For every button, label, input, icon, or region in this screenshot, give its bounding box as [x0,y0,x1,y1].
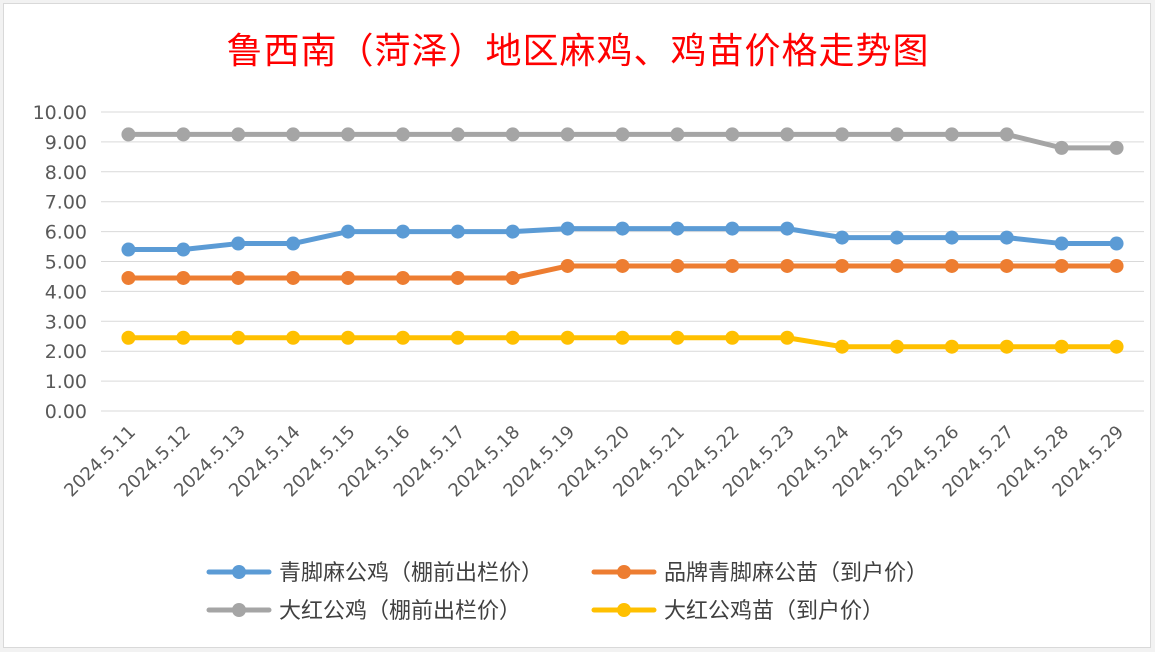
chart-area: 鲁西南（菏泽）地区麻鸡、鸡苗价格走势图 0.00 1.00 2.00 3.00 4.00… [3,3,1151,648]
data-point-s3 [670,127,685,142]
data-point-s3 [505,127,520,142]
y-tick-label: 10.00 [33,102,87,124]
legend-marker-2 [617,565,631,579]
y-tick-label: 4.00 [45,281,87,303]
y-tick-label: 8.00 [45,162,87,184]
y-tick-label: 5.00 [45,252,87,274]
data-point-s1 [944,230,959,245]
data-point-s1 [231,236,246,251]
data-point-s2 [341,270,356,285]
data-point-s3 [780,127,795,142]
data-point-s1 [341,224,356,239]
data-point-s2 [560,258,575,273]
data-point-s4 [231,330,246,345]
data-point-s2 [1109,258,1124,273]
data-point-s4 [944,339,959,354]
data-point-s4 [560,330,575,345]
data-point-s4 [615,330,630,345]
legend-label-2: 品牌青脚麻公苗（到户价） [664,561,928,586]
data-point-s4 [1054,339,1069,354]
data-point-s1 [670,221,685,236]
data-point-s1 [780,221,795,236]
data-point-s2 [1054,258,1069,273]
data-point-s1 [176,242,191,257]
data-point-s4 [395,330,410,345]
data-point-s2 [231,270,246,285]
data-point-s1 [835,230,850,245]
data-point-s4 [341,330,356,345]
data-point-s3 [1054,140,1069,155]
data-point-s4 [780,330,795,345]
data-point-s4 [999,339,1014,354]
data-point-s2 [780,258,795,273]
data-point-s3 [944,127,959,142]
y-tick-label: 6.00 [45,222,87,244]
line-chart: 0.00 1.00 2.00 3.00 4.00 5.00 6.00 7.00 8.00 9.00… [33,102,1144,624]
data-point-s1 [560,221,575,236]
data-point-s2 [395,270,410,285]
data-point-s2 [505,270,520,285]
data-point-s3 [560,127,575,142]
data-point-s2 [176,270,191,285]
data-point-s3 [450,127,465,142]
data-point-s1 [121,242,136,257]
data-point-s4 [176,330,191,345]
data-point-s1 [999,230,1014,245]
data-point-s4 [670,330,685,345]
data-point-s4 [505,330,520,345]
data-point-s1 [1054,236,1069,251]
data-point-s3 [121,127,136,142]
data-point-s4 [1109,339,1124,354]
data-point-s1 [889,230,904,245]
data-point-s2 [835,258,850,273]
data-point-s4 [286,330,301,345]
data-point-s2 [450,270,465,285]
data-point-s1 [286,236,301,251]
y-tick-label: 9.00 [45,132,87,154]
y-tick-label: 3.00 [45,311,87,333]
data-point-s3 [286,127,301,142]
data-point-s1 [505,224,520,239]
data-point-s2 [944,258,959,273]
data-point-s3 [615,127,630,142]
data-point-s2 [725,258,740,273]
data-point-s1 [450,224,465,239]
data-point-s3 [725,127,740,142]
data-point-s4 [121,330,136,345]
chart-title: 鲁西南（菏泽）地区麻鸡、鸡苗价格走势图 [226,31,930,72]
legend-marker-4 [617,603,631,617]
data-point-s2 [286,270,301,285]
data-point-s1 [725,221,740,236]
legend-label-3: 大红公鸡（棚前出栏价） [279,599,521,624]
data-point-s1 [615,221,630,236]
data-point-s3 [231,127,246,142]
legend-marker-3 [232,603,246,617]
y-tick-label: 7.00 [45,192,87,214]
data-point-s1 [1109,236,1124,251]
y-tick-label: 0.00 [45,401,87,423]
data-point-s3 [835,127,850,142]
data-point-s4 [889,339,904,354]
data-point-s2 [889,258,904,273]
data-point-s4 [450,330,465,345]
legend-label-1: 青脚麻公鸡（棚前出栏价） [279,561,543,586]
y-tick-label: 1.00 [45,371,87,393]
data-point-s4 [835,339,850,354]
data-point-s2 [670,258,685,273]
legend-label-4: 大红公鸡苗（到户价） [664,599,884,624]
data-point-s3 [999,127,1014,142]
data-point-s2 [999,258,1014,273]
data-point-s4 [725,330,740,345]
data-point-s3 [395,127,410,142]
data-point-s3 [341,127,356,142]
data-point-s3 [1109,140,1124,155]
data-point-s3 [176,127,191,142]
data-point-s2 [615,258,630,273]
data-point-s2 [121,270,136,285]
data-point-s1 [395,224,410,239]
legend-marker-1 [232,565,246,579]
data-point-s3 [889,127,904,142]
y-tick-label: 2.00 [45,341,87,363]
